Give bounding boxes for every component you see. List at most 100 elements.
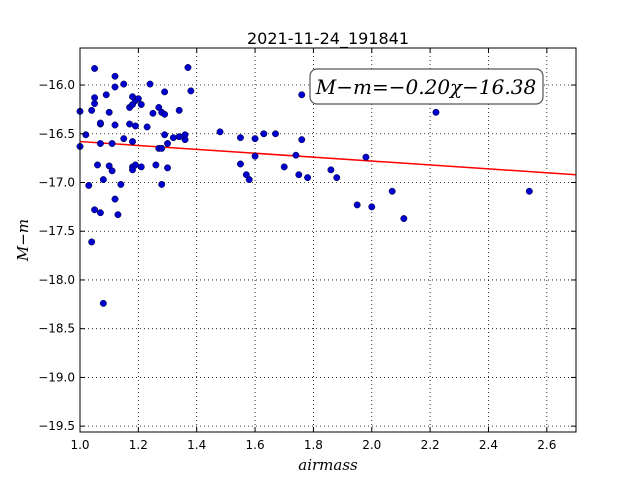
y-tick-label: −16.0 bbox=[38, 78, 75, 92]
data-point bbox=[111, 121, 119, 129]
data-point bbox=[175, 106, 183, 114]
data-point bbox=[88, 106, 96, 114]
data-point bbox=[88, 238, 96, 246]
data-point bbox=[120, 80, 128, 88]
data-point bbox=[181, 131, 189, 139]
data-point bbox=[251, 135, 259, 143]
data-point bbox=[298, 91, 306, 99]
data-point bbox=[333, 174, 341, 182]
data-point bbox=[91, 100, 99, 108]
data-point bbox=[237, 134, 244, 142]
plot-area-frame bbox=[79, 47, 577, 433]
data-point bbox=[146, 80, 154, 88]
data-point bbox=[108, 140, 116, 147]
y-tick-label: −19.5 bbox=[38, 419, 75, 433]
x-tick-label: 2.6 bbox=[537, 438, 556, 452]
data-point bbox=[126, 120, 134, 128]
data-point bbox=[117, 180, 125, 188]
data-point bbox=[388, 187, 396, 195]
data-point bbox=[304, 174, 312, 182]
data-point bbox=[327, 166, 335, 174]
axis-ticks bbox=[79, 48, 576, 432]
data-point bbox=[149, 109, 157, 117]
data-point bbox=[164, 140, 171, 147]
data-point bbox=[400, 215, 408, 223]
data-point bbox=[161, 88, 169, 96]
data-point bbox=[96, 140, 104, 147]
x-tick-label: 1.6 bbox=[246, 438, 265, 452]
data-point bbox=[260, 130, 268, 138]
data-point bbox=[137, 163, 145, 171]
x-tick-label: 1.8 bbox=[304, 438, 323, 452]
data-point bbox=[105, 108, 113, 116]
x-tick-label: 2.2 bbox=[421, 438, 440, 452]
data-point bbox=[158, 144, 166, 152]
data-point bbox=[245, 176, 253, 184]
data-point bbox=[111, 72, 119, 80]
data-point bbox=[237, 160, 244, 168]
data-point bbox=[131, 161, 139, 169]
data-point bbox=[111, 83, 119, 91]
data-point bbox=[292, 151, 300, 159]
data-point bbox=[82, 131, 90, 139]
x-tick-labels: 1.0 1.2 1.4 1.6 1.8 2.0 2.2 2.4 2.6 bbox=[70, 438, 556, 452]
data-point bbox=[137, 101, 145, 108]
data-point bbox=[272, 130, 279, 138]
data-point bbox=[108, 167, 116, 175]
data-point bbox=[129, 138, 136, 146]
data-point bbox=[131, 122, 139, 130]
data-point bbox=[96, 209, 104, 217]
data-point bbox=[525, 187, 533, 195]
data-point bbox=[120, 135, 128, 143]
y-tick-label: −17.0 bbox=[38, 175, 75, 189]
data-points bbox=[76, 64, 533, 307]
data-point bbox=[216, 128, 224, 136]
chart-title: 2021-11-24_191841 bbox=[247, 29, 409, 49]
x-tick-label: 1.4 bbox=[187, 438, 206, 452]
data-point bbox=[91, 65, 99, 72]
data-point bbox=[432, 108, 440, 116]
data-point bbox=[152, 161, 160, 169]
data-point bbox=[99, 176, 107, 184]
data-point bbox=[85, 181, 93, 189]
data-point bbox=[91, 206, 99, 214]
data-point bbox=[368, 203, 376, 211]
annotation-box bbox=[309, 68, 544, 105]
data-point bbox=[96, 119, 104, 127]
data-point bbox=[143, 123, 151, 131]
x-axis-label: airmass bbox=[298, 456, 358, 474]
fit-equation: M−m=−0.20χ−16.38 bbox=[315, 75, 536, 99]
y-tick-label: −17.5 bbox=[38, 224, 75, 238]
data-point bbox=[158, 180, 166, 188]
x-tick-label: 1.2 bbox=[129, 438, 148, 452]
data-point bbox=[91, 94, 99, 102]
data-point bbox=[362, 153, 370, 161]
data-point bbox=[94, 161, 101, 169]
data-point bbox=[169, 134, 177, 142]
y-axis-label: M−m bbox=[14, 219, 32, 262]
data-point bbox=[114, 211, 122, 219]
y-tick-label: −16.5 bbox=[38, 127, 75, 141]
data-point bbox=[295, 171, 303, 179]
equation-annotation: M−m=−0.20χ−16.38 bbox=[309, 68, 544, 105]
data-point bbox=[298, 136, 306, 144]
x-tick-label: 2.4 bbox=[479, 438, 498, 452]
data-point bbox=[175, 133, 183, 141]
data-point bbox=[161, 131, 169, 139]
data-point bbox=[161, 110, 169, 118]
data-point bbox=[134, 95, 142, 103]
y-tick-labels: −16.0 −16.5 −17.0 −17.5 −18.0 −18.5 −19.0 −19.5 bbox=[38, 78, 75, 433]
x-tick-label: 1.0 bbox=[70, 438, 89, 452]
y-tick-label: −19.0 bbox=[38, 370, 75, 384]
data-point bbox=[99, 299, 107, 307]
data-point bbox=[251, 152, 259, 160]
data-point bbox=[111, 195, 119, 203]
data-point bbox=[102, 91, 110, 99]
data-point bbox=[164, 164, 171, 172]
y-tick-label: −18.0 bbox=[38, 273, 75, 287]
y-tick-label: −18.5 bbox=[38, 322, 75, 336]
data-point bbox=[280, 163, 288, 171]
data-point bbox=[184, 64, 192, 71]
data-point bbox=[353, 201, 361, 209]
